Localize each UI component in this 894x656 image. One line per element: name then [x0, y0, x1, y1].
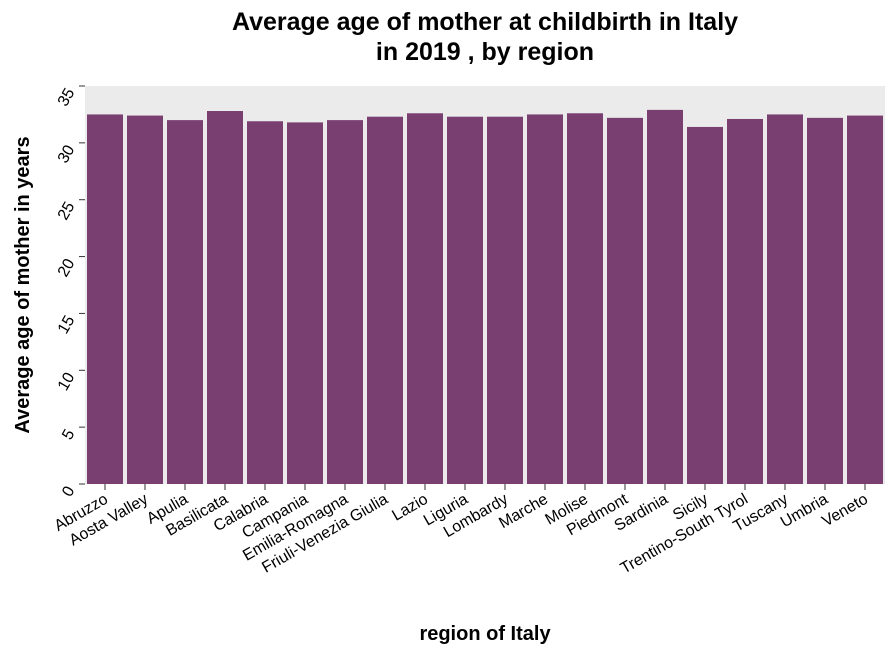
plot-background [85, 86, 885, 484]
y-tick-label: 20 [55, 256, 79, 280]
bar-trentino-south-tyrol [727, 118, 763, 484]
y-tick-label: 35 [55, 85, 79, 109]
bar-abruzzo [87, 114, 123, 485]
y-tick-label: 25 [55, 199, 79, 223]
bar-friuli-venezia-giulia [367, 116, 403, 484]
plot-area [85, 86, 885, 485]
bar-basilicata [207, 111, 243, 485]
y-tick-label: 15 [55, 313, 79, 337]
bar-campania [287, 122, 323, 484]
bar-emilia-romagna [327, 120, 363, 485]
x-tick-label: Veneto [819, 491, 871, 531]
y-tick-label: 0 [59, 483, 78, 499]
bar-lombardy [487, 116, 523, 484]
bar-veneto [847, 115, 883, 484]
y-axis-label: Average age of mother in years [12, 136, 34, 433]
bar-aosta-valley [127, 115, 163, 484]
bar-molise [567, 113, 603, 484]
chart-title-line-1: Average age of mother at childbirth in I… [232, 8, 738, 36]
bar-umbria [807, 117, 843, 484]
bar-sardinia [647, 109, 683, 484]
y-axis: 0 5 10 15 20 25 30 35 [55, 85, 85, 500]
y-tick-label: 10 [55, 370, 79, 394]
bar-lazio [407, 113, 443, 484]
bar-marche [527, 114, 563, 485]
bar-tuscany [767, 114, 803, 485]
bar-apulia [167, 120, 203, 485]
x-axis-label: region of Italy [419, 623, 551, 645]
bar-sicily [687, 126, 723, 484]
bar-liguria [447, 116, 483, 484]
bar-calabria [247, 121, 283, 484]
chart-title-line-2: in 2019 , by region [376, 38, 594, 66]
bar-piedmont [607, 117, 643, 484]
y-tick-label: 5 [59, 427, 78, 443]
y-tick-label: 30 [55, 142, 79, 166]
